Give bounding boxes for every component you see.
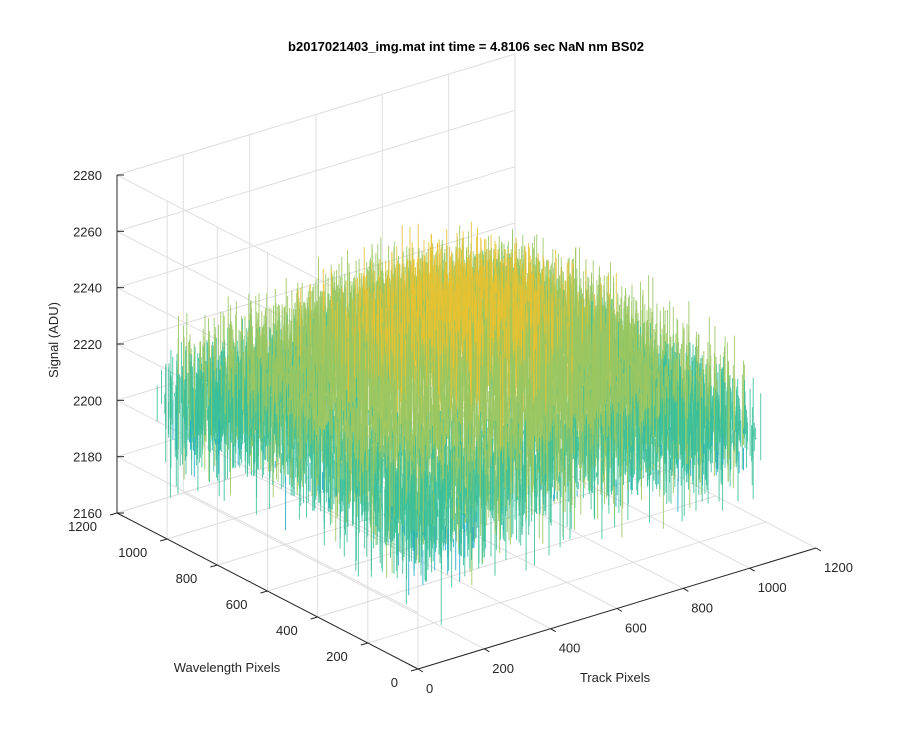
wall-grid-line — [116, 456, 419, 614]
wall-grid-line — [116, 53, 516, 176]
wall-grid-line — [116, 166, 516, 289]
wall-grid-line — [116, 109, 516, 232]
floor-grid-line — [367, 521, 766, 644]
surface-strands — [156, 221, 762, 625]
chart-title: b2017021403_img.mat int time = 4.8106 se… — [288, 39, 644, 54]
surface-mesh — [156, 221, 762, 625]
